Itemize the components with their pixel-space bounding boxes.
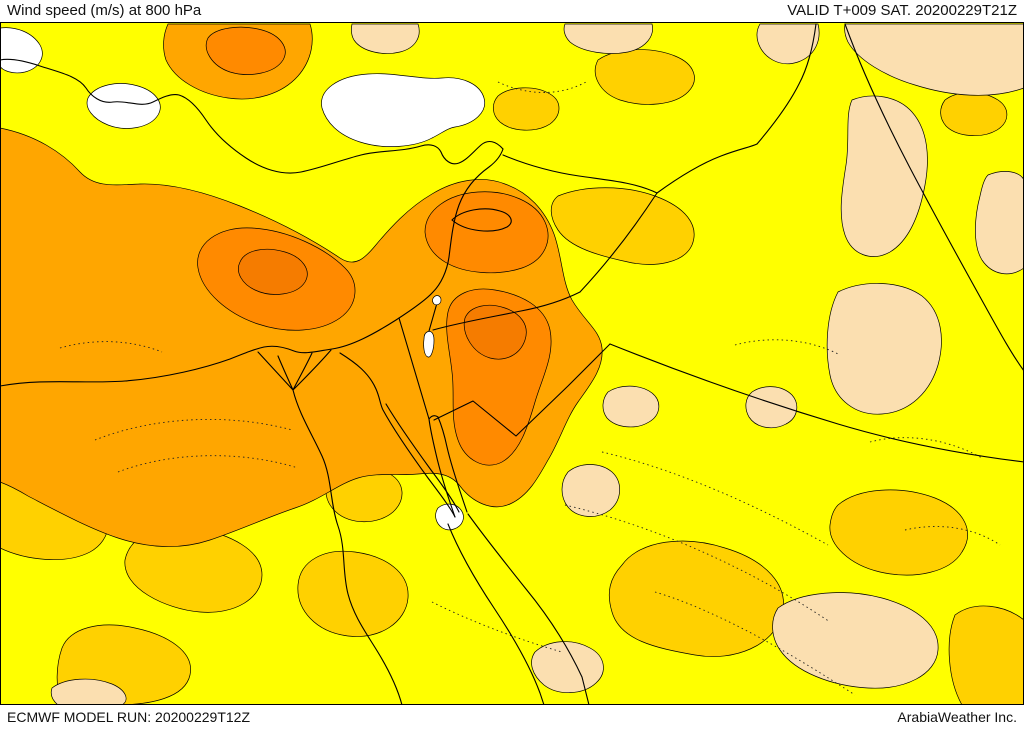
border-turkey-northeast	[756, 23, 817, 145]
dark-core-north	[206, 26, 286, 75]
red-sea	[447, 513, 590, 705]
valid-time-label: VALID T+009 SAT. 20200229T21Z	[787, 2, 1017, 19]
deep-core-sea	[238, 248, 308, 295]
contour-blob	[756, 23, 820, 65]
nile-delta	[257, 349, 332, 391]
dotted-contour	[601, 451, 829, 546]
dotted-contour	[117, 455, 299, 473]
wind-speed-map	[0, 22, 1024, 705]
white-area-turkey	[321, 73, 486, 147]
dark-orange-contour-fills	[197, 26, 552, 466]
coastlines-and-borders	[0, 23, 1024, 705]
dotted-contour	[497, 81, 587, 93]
border-iraq-saudi	[609, 343, 1024, 463]
contour-blob	[840, 95, 928, 257]
contour-blob	[844, 23, 1024, 96]
gulf-of-suez	[339, 352, 460, 518]
dotted-contour	[869, 437, 983, 459]
border-turkey-iraq	[656, 143, 758, 194]
dotted-contour	[94, 418, 293, 441]
credit-label: ArabiaWeather Inc.	[897, 709, 1017, 725]
dotted-contours	[59, 81, 1001, 696]
contour-blob	[531, 641, 604, 693]
gulf-of-aqaba	[428, 415, 468, 518]
contour-blob	[829, 489, 968, 576]
contour-blob	[550, 187, 695, 265]
contour-blob	[940, 92, 1008, 136]
white-area-aegean	[86, 83, 161, 129]
dotted-contour	[431, 601, 563, 653]
contour-blob	[772, 592, 939, 689]
coastline-turkey	[0, 58, 504, 174]
dark-core-syria	[424, 191, 549, 274]
nile-river	[292, 389, 403, 705]
border-iraq-iran	[844, 23, 1024, 372]
peach-contour-fills	[50, 23, 1024, 705]
footer-bar: ECMWF MODEL RUN: 20200229T12Z ArabiaWeat…	[0, 705, 1024, 729]
cyprus-island	[451, 208, 512, 232]
contour-blob	[594, 49, 695, 105]
contour-blob	[493, 87, 560, 131]
white-area-corner	[0, 27, 43, 74]
contour-blob	[826, 283, 942, 415]
contour-blob	[975, 171, 1024, 275]
model-run-label: ECMWF MODEL RUN: 20200229T12Z	[7, 709, 250, 725]
contour-blob	[948, 605, 1024, 705]
contour-blob	[602, 385, 660, 428]
jordan-river	[428, 302, 438, 332]
border-turkey-syria	[502, 154, 658, 194]
dotted-contour	[654, 591, 856, 696]
contour-blob	[563, 23, 653, 54]
border-jordan-saudi	[433, 343, 611, 437]
coastline-levant-egypt	[0, 148, 504, 387]
contour-blob	[608, 540, 784, 657]
dead-sea	[423, 331, 435, 358]
map-title: Wind speed (m/s) at 800 hPa	[7, 2, 202, 19]
contour-blob	[50, 678, 127, 705]
contour-blob	[745, 386, 798, 429]
border-egypt-israel	[398, 317, 430, 420]
border-syria-iraq	[579, 192, 658, 293]
map-area	[0, 22, 1024, 705]
gold-contour-fills	[0, 49, 1024, 705]
white-low-areas	[0, 27, 486, 531]
sea-of-galilee	[432, 295, 442, 306]
contour-blob	[351, 23, 420, 54]
border-syria-jordan	[432, 291, 581, 331]
header-bar: Wind speed (m/s) at 800 hPa VALID T+009 …	[0, 0, 1024, 22]
contour-blob	[561, 464, 620, 517]
contour-blob	[297, 550, 409, 637]
